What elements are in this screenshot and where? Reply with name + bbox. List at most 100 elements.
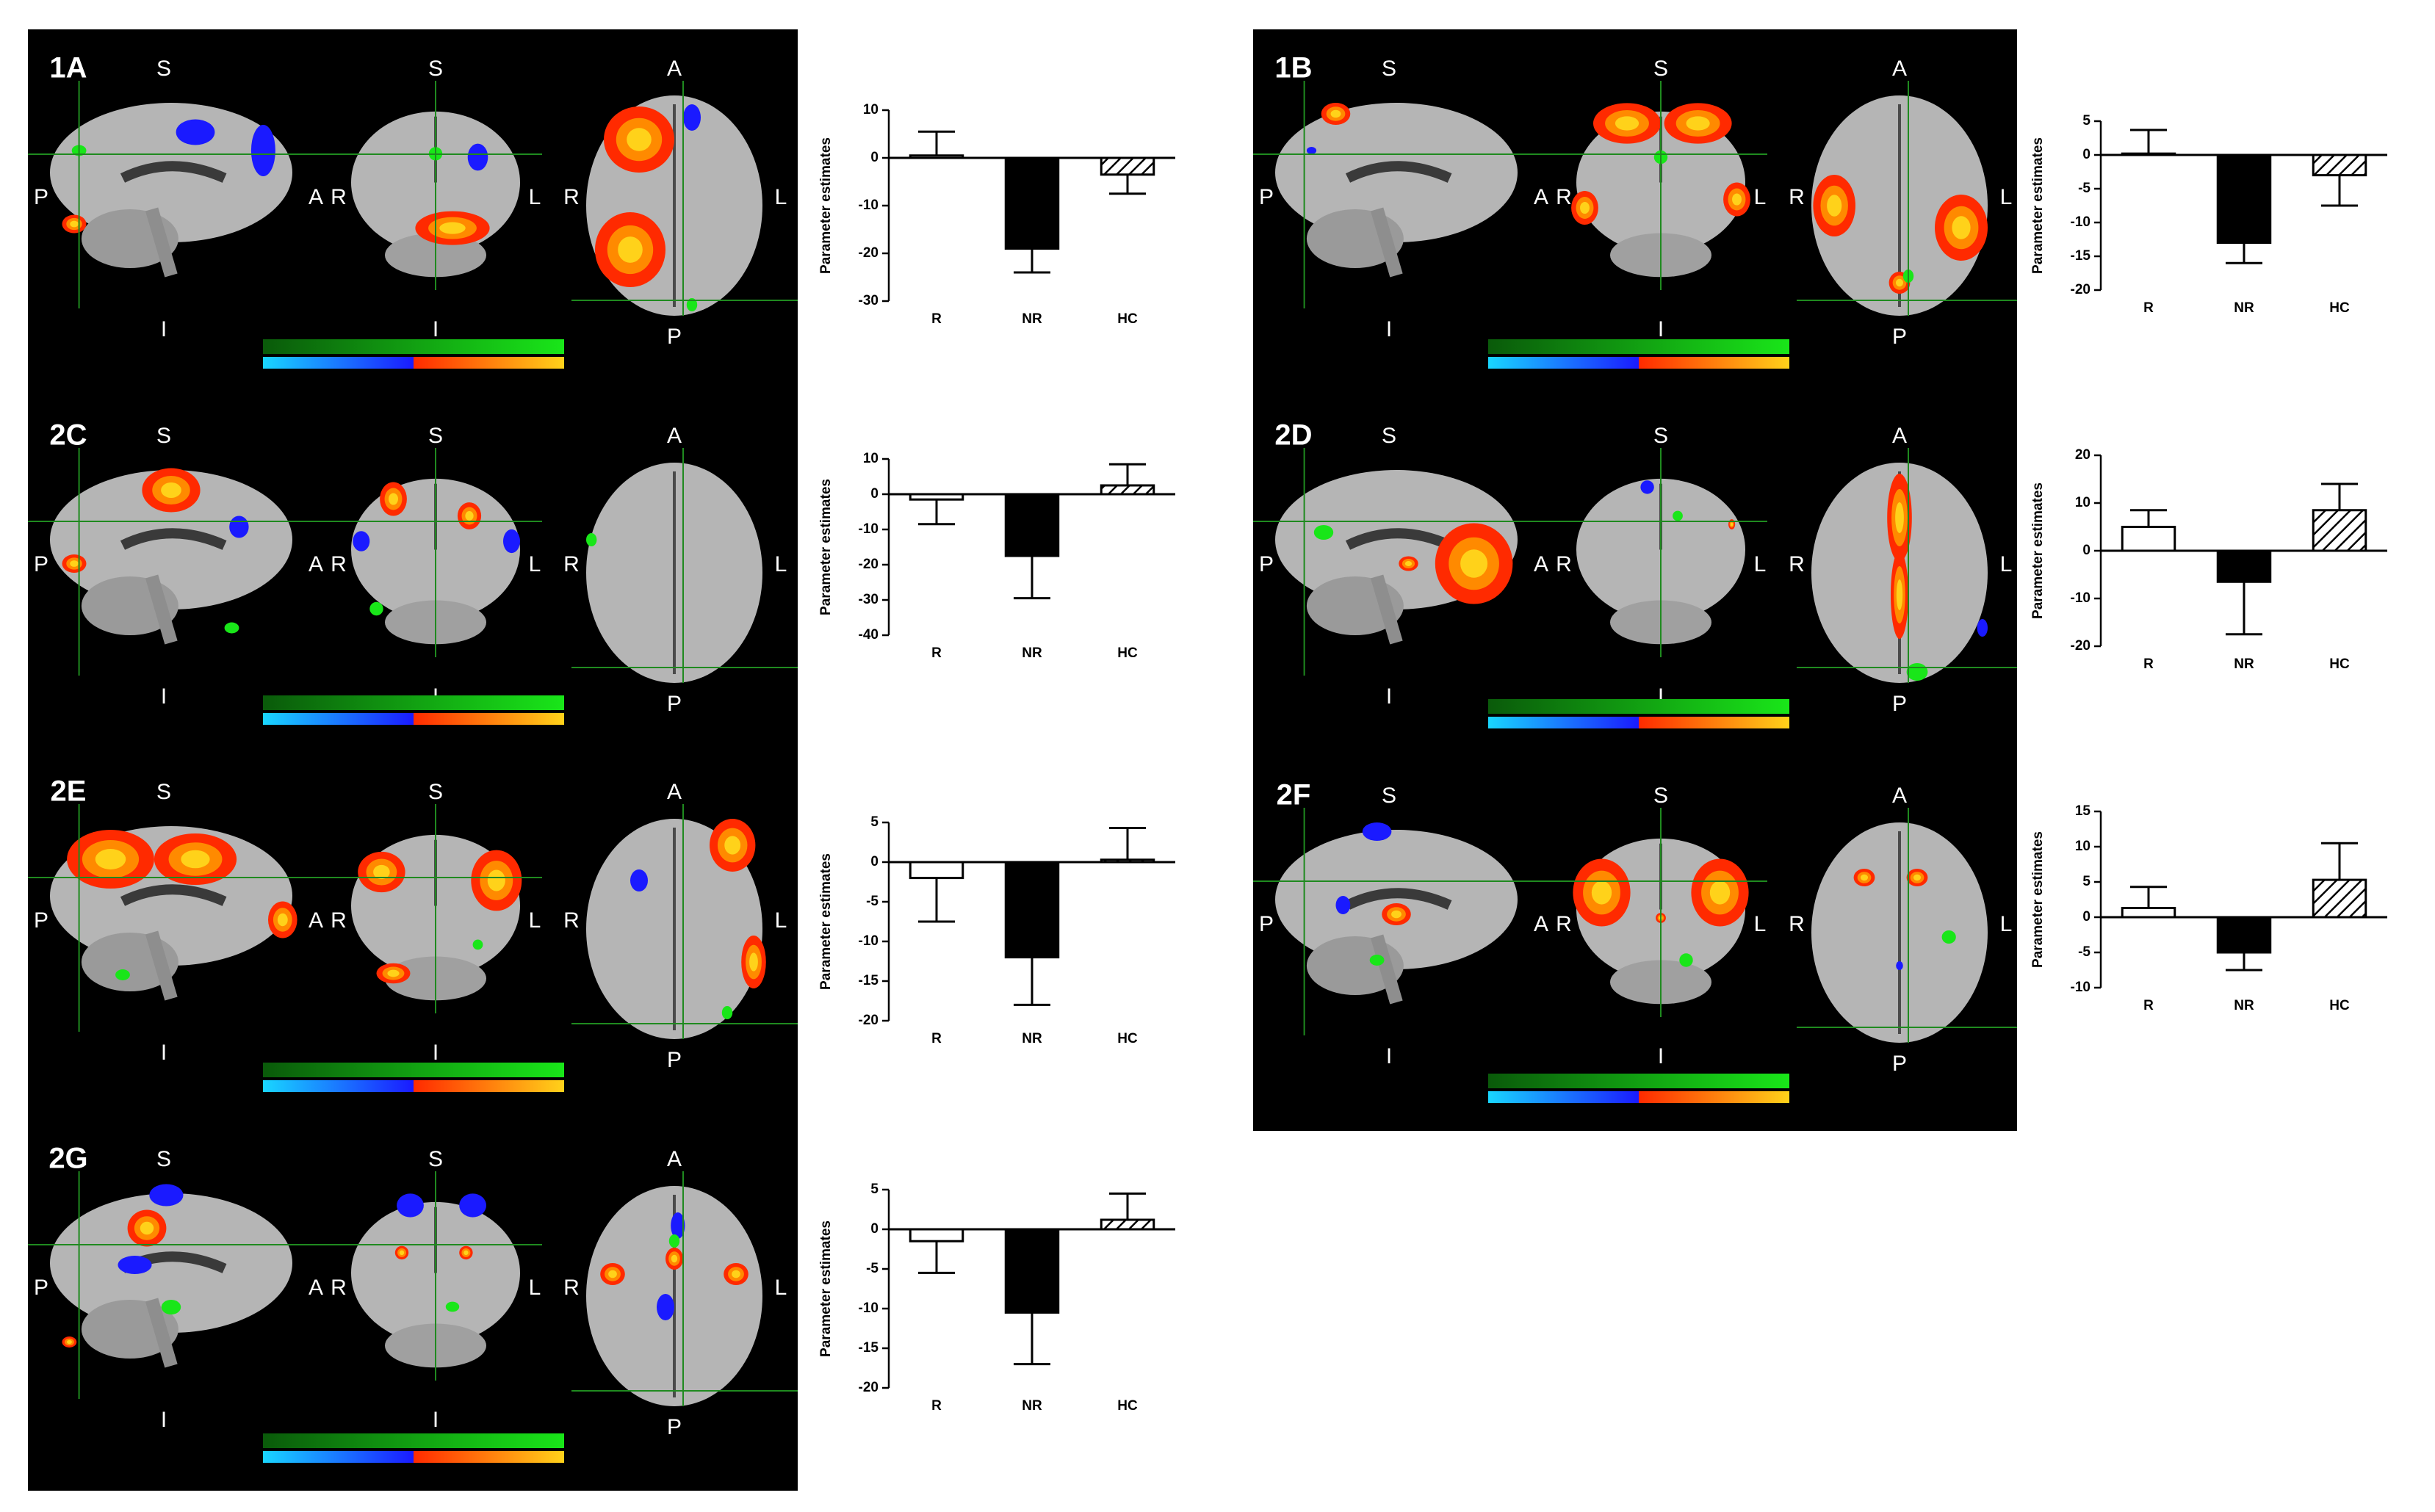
activation-sagittal	[1382, 903, 1411, 925]
colorbar-cool	[1488, 717, 1639, 728]
brain-panel-2C: 2CSIPASIRLAPRL	[28, 397, 798, 753]
orient-anterior: A	[309, 185, 323, 209]
bar-r	[2121, 907, 2176, 919]
y-tick-label: -15	[859, 1340, 879, 1356]
bar-nr	[2216, 916, 2272, 954]
orient-superior: S	[428, 424, 443, 448]
activation-axial	[600, 1263, 625, 1285]
orient-superior: S	[156, 1147, 171, 1171]
activation-sagittal	[1399, 556, 1418, 571]
activation-axial	[1906, 663, 1928, 681]
y-tick-label: 10	[863, 451, 879, 466]
orient-right: R	[563, 552, 580, 576]
y-tick-label: 0	[870, 150, 879, 165]
activation-axial	[724, 1263, 748, 1285]
orient-right: R	[1556, 185, 1572, 209]
error-bar	[1108, 463, 1147, 485]
colorbar-cool	[1488, 1091, 1639, 1103]
y-tick-label: -30	[859, 293, 879, 308]
bar-r	[909, 493, 964, 501]
activation-sagittal	[154, 833, 237, 885]
y-tick-label: 0	[2082, 543, 2091, 558]
x-category-label: NR	[1022, 645, 1042, 661]
y-tick-label: 5	[870, 814, 879, 830]
crosshairs	[1253, 81, 2017, 316]
activation-axial	[1977, 619, 1988, 637]
activation-coronal	[471, 850, 522, 911]
orient-anterior: A	[1534, 912, 1548, 936]
sagittal-slice	[50, 1193, 292, 1368]
activation-coronal	[459, 1245, 473, 1260]
y-tick-label: 10	[2075, 839, 2091, 854]
y-tick-label: 20	[2075, 447, 2091, 463]
bar-nr	[1004, 1228, 1060, 1314]
y-axis-label: Parameter estimates	[2030, 482, 2046, 619]
brain-panel-1B: 1B S I P A S I R L A P R L	[1253, 29, 2017, 397]
y-axis-label: Parameter estimates	[2030, 831, 2046, 968]
bar-r	[909, 154, 964, 159]
activation-axial	[1941, 930, 1956, 944]
colorbar	[263, 1433, 564, 1463]
activation-axial	[665, 1248, 683, 1270]
orient-inferior: I	[1658, 684, 1664, 709]
orient-posterior: P	[1259, 912, 1274, 936]
sagittal-slice	[1275, 830, 1518, 1005]
colorbar-green	[1488, 1074, 1789, 1088]
bar-hc	[1100, 858, 1155, 864]
orient-inferior: I	[1658, 317, 1664, 341]
activation-sagittal	[224, 622, 239, 634]
orient-superior: S	[156, 424, 171, 448]
activation-coronal	[358, 851, 405, 893]
orient-right: R	[1556, 552, 1572, 576]
orient-inferior: I	[1386, 317, 1392, 341]
x-category-label: NR	[1022, 311, 1042, 327]
y-tick-label: -5	[866, 1261, 879, 1276]
activation-coronal	[472, 939, 483, 950]
activation-axial	[630, 869, 648, 891]
orient-inferior: I	[1658, 1044, 1664, 1068]
colorbar-cool	[263, 1080, 414, 1092]
orient-anterior: A	[1534, 185, 1548, 209]
orient-left: L	[2000, 185, 2013, 209]
orient-left: L	[775, 908, 787, 933]
activation-axial	[671, 1212, 685, 1239]
axial-slice	[586, 819, 762, 1039]
error-bar	[917, 1241, 956, 1274]
orient-anterior: A	[309, 908, 323, 933]
colorbar-green	[1488, 699, 1789, 714]
activation-sagittal	[1362, 822, 1392, 841]
brain-panel-2E: 2E S I P A S I R L A P R L	[28, 753, 798, 1120]
bar-nr	[1004, 861, 1060, 959]
error-bar	[1013, 1312, 1051, 1366]
bar-chart-2G: Parameter estimates -20 -15 -10 -5 0 5 R NR HC	[808, 1175, 1190, 1425]
bar-hc	[1100, 484, 1155, 496]
activation-axial	[1906, 869, 1928, 886]
orient-anterior: A	[667, 780, 682, 804]
orient-anterior: A	[1892, 424, 1907, 448]
orient-posterior: P	[34, 552, 48, 576]
orient-left: L	[529, 1276, 541, 1300]
x-category-label: HC	[1117, 645, 1138, 661]
colorbar	[263, 695, 564, 725]
orient-posterior: P	[667, 1048, 682, 1072]
y-tick-label: 0	[870, 854, 879, 869]
y-tick-label: 5	[2082, 874, 2091, 889]
orient-inferior: I	[161, 1041, 167, 1065]
y-tick-label: -10	[859, 1301, 879, 1316]
orient-superior: S	[156, 780, 171, 804]
activation-sagittal	[229, 516, 249, 538]
bar-chart-2E: Parameter estimates -20 -15 -10 -5 0 5 R NR HC	[808, 808, 1190, 1057]
activation-sagittal	[67, 830, 154, 889]
activation-axial	[586, 533, 597, 546]
x-category-label: R	[2143, 300, 2154, 316]
activation-coronal	[1593, 103, 1661, 144]
orient-posterior: P	[1892, 325, 1907, 349]
y-tick-label: -20	[859, 1380, 879, 1395]
panel-label: 2G	[48, 1143, 87, 1175]
panel-label: 2E	[51, 775, 87, 808]
orient-inferior: I	[161, 317, 167, 341]
orient-posterior: P	[34, 1276, 48, 1300]
x-category-label: HC	[2329, 656, 2350, 672]
x-category-label: HC	[1117, 1398, 1138, 1414]
x-category-label: HC	[1117, 1031, 1138, 1046]
